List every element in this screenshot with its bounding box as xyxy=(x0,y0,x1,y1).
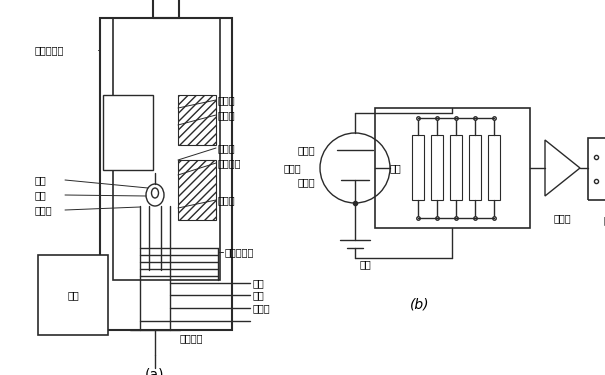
Text: 绝缘子: 绝缘子 xyxy=(218,195,235,205)
Text: 绝缘子: 绝缘子 xyxy=(218,95,235,105)
Text: 收集极: 收集极 xyxy=(298,145,315,155)
Bar xyxy=(178,95,216,145)
Text: 底座: 底座 xyxy=(67,290,79,300)
Bar xyxy=(488,135,500,200)
Text: 高阻: 高阻 xyxy=(389,163,401,173)
Bar xyxy=(38,255,108,335)
Text: 发射极: 发射极 xyxy=(298,177,315,187)
Text: 火焰: 火焰 xyxy=(35,175,47,185)
Bar xyxy=(153,0,179,18)
Polygon shape xyxy=(545,140,580,196)
Bar xyxy=(103,95,153,170)
Ellipse shape xyxy=(151,188,159,198)
Text: 空气扩散器: 空气扩散器 xyxy=(225,247,254,257)
Bar xyxy=(375,108,530,228)
Ellipse shape xyxy=(146,184,164,206)
Text: 极化极: 极化极 xyxy=(218,143,235,153)
Text: 毛细管柱: 毛细管柱 xyxy=(180,333,203,343)
Bar xyxy=(450,135,462,200)
Text: (a): (a) xyxy=(145,368,165,375)
Text: 放大器: 放大器 xyxy=(553,213,571,223)
Circle shape xyxy=(320,133,390,203)
Text: 绝缘子: 绝缘子 xyxy=(35,205,53,215)
Bar xyxy=(469,135,481,200)
Bar xyxy=(100,18,232,330)
Text: 检测器筒体: 检测器筒体 xyxy=(35,45,64,55)
Bar xyxy=(113,18,220,280)
Bar xyxy=(431,135,443,200)
Text: (b): (b) xyxy=(410,298,430,312)
Text: 空气: 空气 xyxy=(253,278,265,288)
Text: 喷嘴: 喷嘴 xyxy=(35,190,47,200)
Bar xyxy=(178,160,216,220)
Bar xyxy=(588,138,605,200)
Text: 及点火器: 及点火器 xyxy=(218,158,241,168)
Text: 记录器: 记录器 xyxy=(603,215,605,225)
Text: 收集极: 收集极 xyxy=(218,110,235,120)
Bar xyxy=(412,135,424,200)
Text: 氢气: 氢气 xyxy=(253,290,265,300)
Text: 电源: 电源 xyxy=(360,259,371,269)
Text: 尾吹气: 尾吹气 xyxy=(253,303,270,313)
Text: 离子室: 离子室 xyxy=(283,163,301,173)
